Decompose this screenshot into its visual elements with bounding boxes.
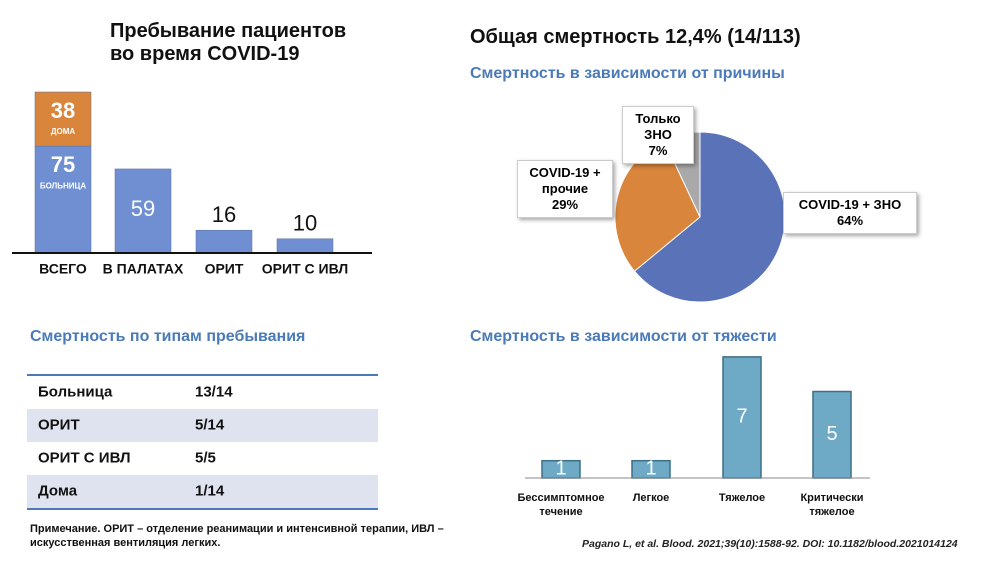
data-label: 1 bbox=[645, 458, 656, 480]
table-cell: ОРИТ С ИВЛ bbox=[38, 449, 131, 466]
table-title: Смертность по типам пребывания bbox=[30, 328, 306, 345]
slice-value: 7% bbox=[648, 143, 668, 158]
table-cell: 1/14 bbox=[195, 482, 225, 499]
note: Примечание. ОРИТ – отделение реанимации … bbox=[30, 523, 444, 549]
data-label: 10 bbox=[293, 211, 317, 236]
slice-value: 64% bbox=[836, 213, 864, 228]
x-tick-label: ОРИТ С ИВЛ bbox=[262, 261, 348, 277]
x-tick-label: Тяжелое bbox=[718, 492, 766, 504]
callout: COVID-19 + прочие 29% bbox=[517, 160, 613, 218]
bar bbox=[722, 356, 762, 479]
bar-segment bbox=[195, 229, 253, 254]
table-cell: 5/5 bbox=[195, 449, 216, 466]
chart-title: Пребывание пациентов во время COVID-19 bbox=[110, 20, 347, 65]
table-cell: Больница bbox=[38, 383, 113, 400]
table-cell: 13/14 bbox=[195, 383, 233, 400]
data-label: 16 bbox=[212, 202, 236, 227]
data-label: 75 bbox=[51, 152, 75, 177]
bar-segment bbox=[34, 91, 92, 147]
x-tick-label: Легкое bbox=[632, 492, 670, 504]
bar bbox=[812, 390, 852, 479]
bar-segment bbox=[276, 238, 334, 254]
data-label: 1 bbox=[555, 458, 566, 480]
slice-label: COVID-19 + прочие bbox=[529, 165, 601, 196]
chart-title: Смертность в зависимости от тяжести bbox=[470, 328, 777, 345]
table-cell: ОРИТ bbox=[38, 416, 80, 433]
x-tick-label: ОРИТ bbox=[205, 261, 244, 277]
data-label: 7 bbox=[736, 406, 747, 428]
chart-subtitle: Смертность в зависимости от причины bbox=[470, 65, 785, 82]
slice-value: 29% bbox=[551, 197, 579, 212]
data-label: 38 bbox=[51, 98, 75, 123]
chart-title: Общая смертность 12,4% (14/113) bbox=[470, 26, 801, 48]
table-cell: Дома bbox=[38, 482, 78, 499]
row-shade bbox=[27, 475, 378, 508]
data-label: 59 bbox=[131, 196, 155, 221]
citation: Pagano L, et al. Blood. 2021;39(10):1588… bbox=[582, 538, 958, 550]
bar-segment bbox=[34, 145, 92, 254]
slice-label: Только ЗНО bbox=[635, 111, 681, 142]
segment-name: БОЛЬНИЦА bbox=[40, 181, 87, 190]
callout: Только ЗНО 7% bbox=[622, 106, 694, 164]
x-tick-label: Критически тяжелое bbox=[800, 492, 864, 518]
row-shade bbox=[27, 409, 378, 442]
data-label: 5 bbox=[826, 423, 837, 445]
x-tick-label: ВСЕГО bbox=[39, 261, 87, 277]
pie-slice bbox=[633, 131, 786, 303]
table-cell: 5/14 bbox=[195, 416, 225, 433]
callout: COVID-19 + ЗНО 64% bbox=[783, 192, 917, 234]
segment-name: ДОМА bbox=[51, 127, 76, 136]
x-tick-label: В ПАЛАТАХ bbox=[103, 261, 184, 277]
x-tick-label: Бессимптомное течение bbox=[517, 492, 605, 518]
bar-segment bbox=[114, 168, 172, 254]
slice-label: COVID-19 + ЗНО bbox=[798, 197, 902, 212]
